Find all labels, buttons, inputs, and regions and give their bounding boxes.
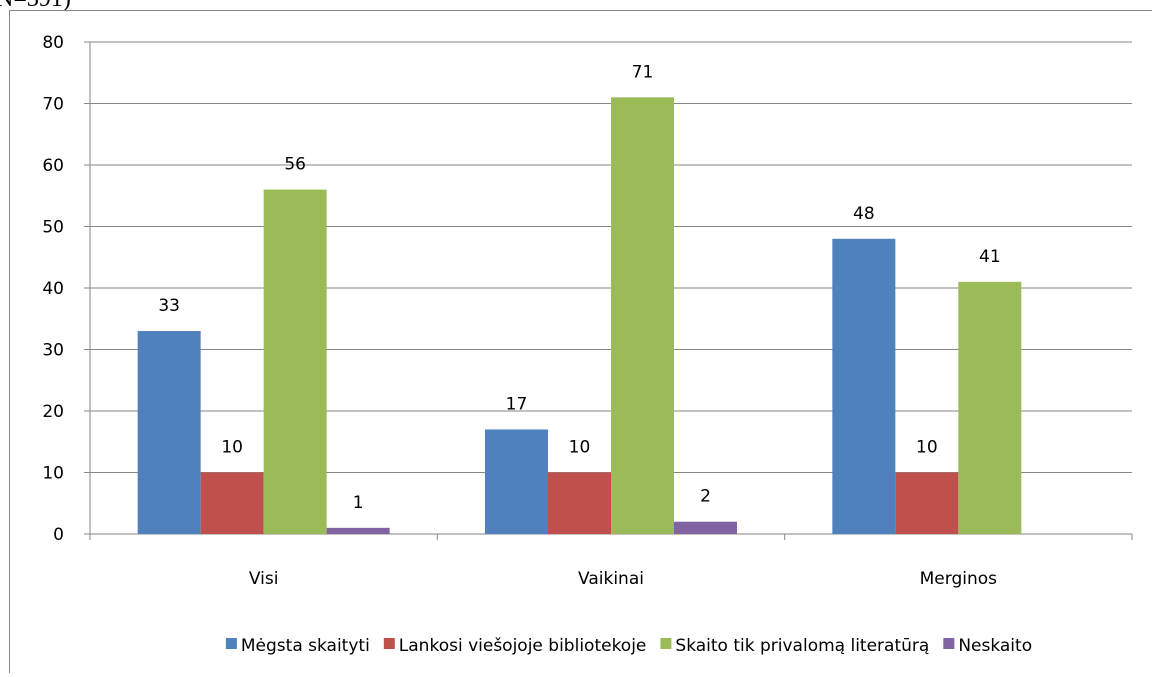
x-tick-label: Visi <box>249 569 279 589</box>
y-tick-label: 70 <box>42 95 64 115</box>
bar <box>485 429 548 534</box>
value-label: 10 <box>569 438 591 458</box>
y-tick-label: 10 <box>42 464 64 484</box>
y-tick-label: 40 <box>42 279 64 299</box>
x-tick-label: Vaikinai <box>578 569 644 589</box>
bar <box>958 282 1021 534</box>
y-tick-label: 50 <box>42 218 64 238</box>
legend-label: Lankosi viešojoje bibliotekoje <box>399 636 647 656</box>
y-tick-label: 30 <box>42 341 64 361</box>
legend-label: Mėgsta skaityti <box>241 636 370 656</box>
value-label: 41 <box>979 247 1001 267</box>
bar <box>832 239 895 534</box>
bar <box>327 528 390 534</box>
bar <box>548 473 611 535</box>
y-tick-label: 0 <box>53 525 64 545</box>
value-label: 17 <box>506 394 528 414</box>
bar <box>895 473 958 535</box>
value-label: 56 <box>284 155 306 175</box>
bar <box>138 331 201 534</box>
bar <box>611 97 674 534</box>
value-label: 1 <box>353 493 364 513</box>
value-label: 10 <box>916 438 938 458</box>
value-label: 33 <box>158 296 180 316</box>
value-label: 2 <box>700 487 711 507</box>
value-label: 71 <box>632 62 654 82</box>
legend-label: Neskaito <box>958 636 1032 656</box>
bar <box>674 522 737 534</box>
value-label: 10 <box>221 438 243 458</box>
legend-label: Skaito tik privalomą literatūrą <box>675 636 929 656</box>
bar <box>264 190 327 534</box>
legend-swatch <box>660 638 671 649</box>
value-label: 48 <box>853 204 875 224</box>
y-tick-label: 80 <box>42 33 64 53</box>
x-tick-label: Merginos <box>920 569 998 589</box>
legend-swatch <box>226 638 237 649</box>
y-tick-label: 20 <box>42 402 64 422</box>
legend-swatch <box>943 638 954 649</box>
bar <box>201 473 264 535</box>
legend-swatch <box>384 638 395 649</box>
y-tick-label: 60 <box>42 156 64 176</box>
